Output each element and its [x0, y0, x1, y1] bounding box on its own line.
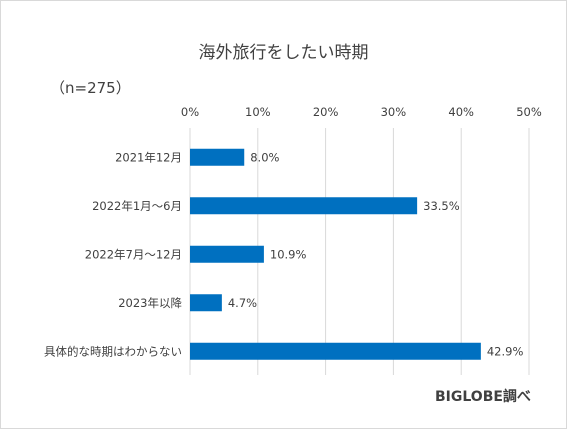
category-label: 2022年1月～6月	[92, 199, 182, 213]
source-label: BIGLOBE調べ	[435, 389, 531, 405]
bar	[190, 342, 481, 360]
data-label: 10.9%	[270, 247, 307, 261]
x-tick-label: 50%	[516, 105, 542, 119]
x-axis-tick-labels: 0% 10% 20% 30% 40% 50%	[181, 105, 542, 119]
category-label: 2021年12月	[115, 150, 182, 164]
gridlines	[189, 128, 530, 375]
bar	[190, 294, 222, 312]
x-tick-label: 0%	[181, 105, 199, 119]
bar	[190, 197, 418, 215]
x-tick-label: 40%	[448, 105, 474, 119]
x-tick-label: 30%	[381, 105, 407, 119]
category-label: 具体的な時期はわからない	[44, 344, 182, 358]
bars	[190, 148, 481, 360]
category-label: 2023年以降	[118, 296, 182, 310]
sample-size-label: （n=275）	[50, 79, 131, 97]
data-label: 33.5%	[423, 199, 460, 213]
category-labels: 2021年12月 2022年1月～6月 2022年7月～12月 2023年以降具体的な…	[44, 150, 182, 358]
data-labels: 8.0% 33.5% 10.9% 4.7% 42.9%	[228, 150, 524, 358]
data-label: 42.9%	[487, 344, 524, 358]
x-tick-label: 10%	[245, 105, 271, 119]
category-label: 2022年7月～12月	[85, 247, 182, 261]
chart-title: 海外旅行をしたい時期	[198, 43, 369, 63]
x-tick-label: 20%	[313, 105, 339, 119]
bar	[190, 245, 264, 263]
data-label: 4.7%	[228, 296, 257, 310]
data-label: 8.0%	[250, 150, 279, 164]
bar	[190, 148, 245, 166]
